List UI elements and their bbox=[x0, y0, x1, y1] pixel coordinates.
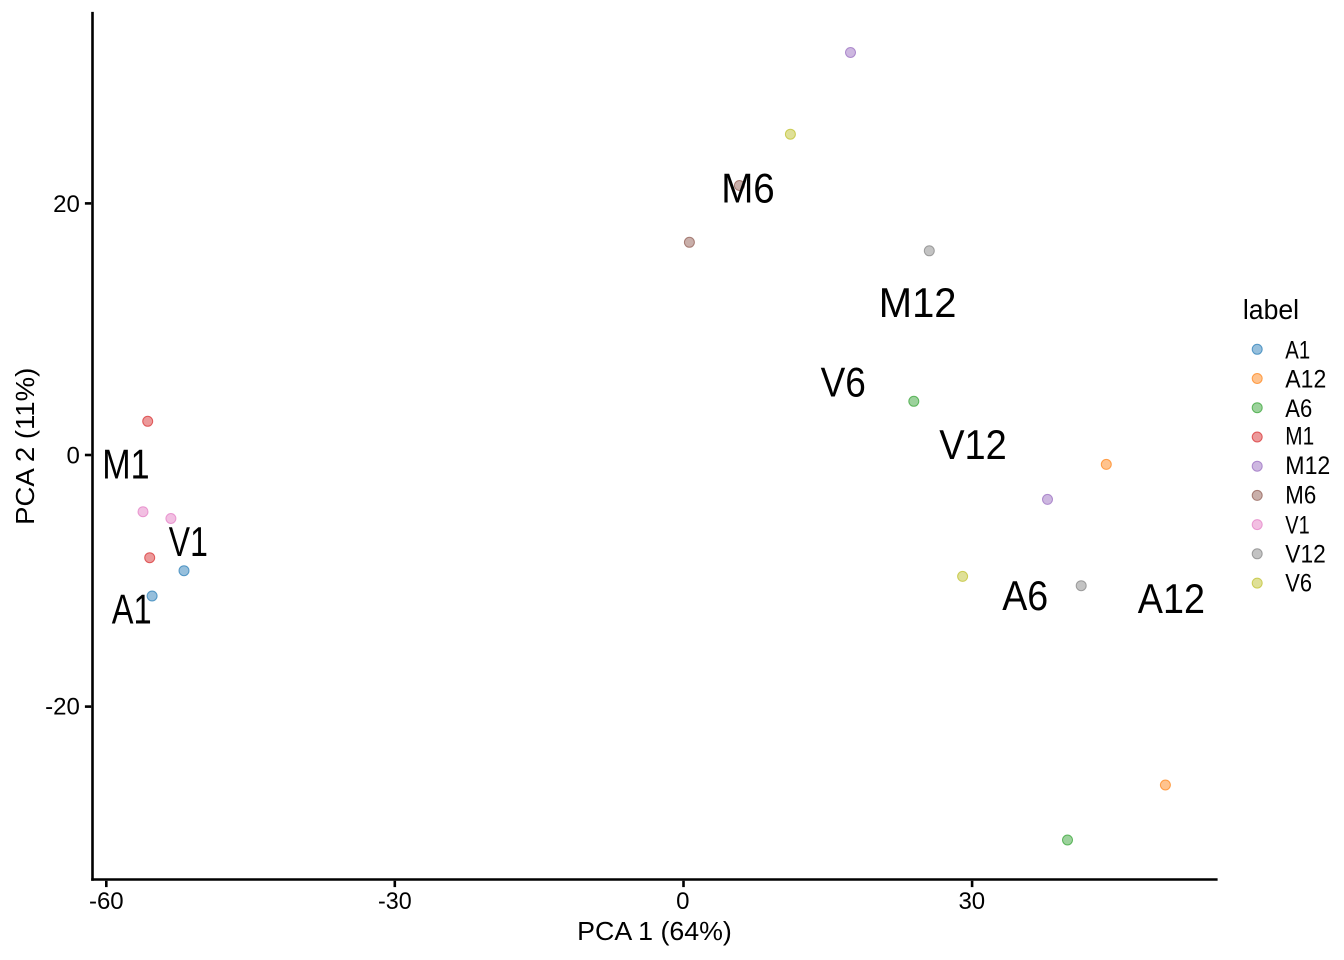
svg-text:M1: M1 bbox=[102, 442, 149, 488]
svg-text:0: 0 bbox=[676, 888, 689, 915]
svg-text:A6: A6 bbox=[1285, 395, 1312, 423]
svg-text:PCA 1 (64%): PCA 1 (64%) bbox=[577, 916, 732, 946]
svg-text:M1: M1 bbox=[1285, 422, 1314, 450]
svg-text:V6: V6 bbox=[821, 360, 866, 406]
svg-text:V12: V12 bbox=[939, 423, 1007, 469]
svg-text:M12: M12 bbox=[879, 279, 957, 326]
svg-text:V1: V1 bbox=[169, 518, 208, 565]
svg-text:A12: A12 bbox=[1285, 366, 1326, 394]
svg-text:A1: A1 bbox=[112, 586, 152, 633]
svg-text:A6: A6 bbox=[1002, 573, 1048, 619]
svg-text:20: 20 bbox=[53, 191, 80, 218]
svg-text:-30: -30 bbox=[378, 889, 412, 915]
svg-text:A1: A1 bbox=[1285, 335, 1310, 364]
svg-text:30: 30 bbox=[958, 888, 985, 915]
svg-text:M6: M6 bbox=[1285, 483, 1316, 510]
svg-text:V6: V6 bbox=[1285, 569, 1312, 597]
svg-text:-60: -60 bbox=[89, 888, 124, 915]
svg-text:0: 0 bbox=[66, 443, 79, 470]
svg-text:label: label bbox=[1243, 293, 1299, 325]
svg-text:A12: A12 bbox=[1138, 576, 1205, 622]
svg-text:M12: M12 bbox=[1285, 452, 1330, 480]
svg-text:-20: -20 bbox=[45, 694, 80, 721]
svg-text:V1: V1 bbox=[1285, 511, 1309, 539]
svg-text:M6: M6 bbox=[721, 166, 775, 212]
svg-text:V12: V12 bbox=[1285, 541, 1325, 569]
svg-text:PCA 2 (11%): PCA 2 (11%) bbox=[11, 368, 40, 525]
